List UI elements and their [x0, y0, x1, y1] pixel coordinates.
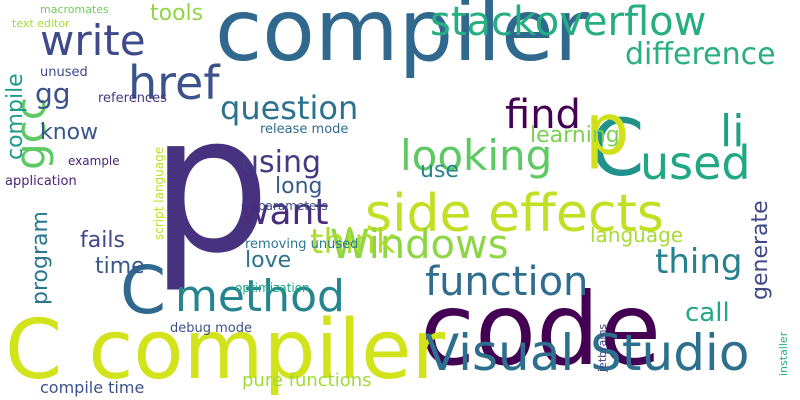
word-know: know: [40, 120, 99, 145]
word-code: code: [420, 271, 662, 388]
word-application: application: [5, 174, 77, 189]
word-tools: tools: [150, 1, 204, 26]
word-visual-studio: Visual Studio: [425, 324, 750, 382]
word-p: p: [150, 74, 271, 295]
word-compile: compile: [3, 73, 28, 160]
word-p-small: p: [585, 89, 630, 171]
word-love: love: [245, 248, 292, 273]
word-language: language: [590, 223, 684, 247]
word-pure-functions: pure functions: [242, 370, 372, 391]
word-using: using: [240, 145, 322, 180]
word-li-right: li: [720, 106, 745, 157]
word-script-language: script language: [152, 146, 166, 240]
word-references: references: [98, 91, 167, 106]
word-release-mode: release mode: [260, 122, 349, 137]
word-write: write: [40, 16, 146, 65]
word-learning: learning: [530, 123, 620, 148]
word-function: function: [425, 259, 589, 305]
word-used: used: [640, 136, 751, 190]
word-example: example: [68, 154, 120, 168]
word-macromates: macromates: [40, 3, 109, 16]
word-c-left: C: [120, 252, 167, 329]
word-thing: thing: [655, 242, 743, 282]
word-program: program: [28, 211, 53, 305]
word-removing-unused: removing unused: [245, 237, 359, 252]
word-installer: installer: [777, 331, 790, 376]
word-generate: generate: [748, 200, 773, 300]
word-optimization: optimization: [235, 281, 310, 295]
word-windows: Windows: [330, 222, 509, 268]
word-difference: difference: [625, 37, 776, 72]
word-compile-time: compile time: [40, 378, 145, 397]
word-parameters: parameters: [258, 199, 328, 213]
word-call: call: [685, 298, 730, 328]
word-method: method: [175, 271, 345, 322]
word-long: long: [275, 174, 323, 199]
word-unused: unused: [40, 65, 88, 80]
word-question: question: [220, 89, 359, 127]
word-think: think: [310, 222, 396, 262]
word-href: href: [128, 56, 220, 110]
word-c-right: C: [590, 104, 645, 194]
word-time: time: [95, 254, 145, 279]
word-c-compiler: C compiler: [5, 303, 446, 398]
word-side-effects: side effects: [365, 184, 664, 244]
word-looking: looking: [400, 131, 553, 180]
word-find: find: [505, 92, 581, 138]
word-text-editor: text editor: [12, 17, 70, 30]
word-want: want: [240, 192, 329, 233]
word-gg: gg: [35, 77, 71, 110]
word-debug-mode: debug mode: [170, 321, 252, 336]
word-use: use: [420, 158, 459, 183]
word-stackoverflow: stackoverflow: [430, 0, 707, 45]
word-fails: fails: [80, 228, 125, 253]
word-compiler: compiler: [215, 0, 590, 81]
word-jetbrains: jetbrains: [596, 323, 609, 372]
